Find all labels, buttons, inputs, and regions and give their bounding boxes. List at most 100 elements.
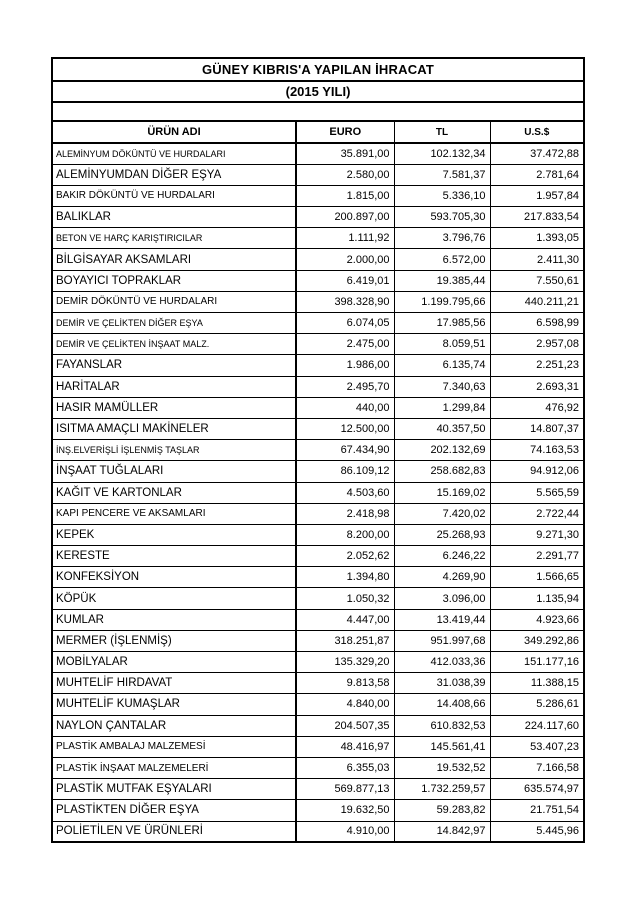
subtitle-row: (2015 YILI): [52, 81, 585, 103]
euro-value-cell: 19.632,50: [295, 799, 395, 822]
usd-value-cell: 9.271,30: [489, 523, 585, 547]
table-row: BETON VE HARÇ KARIŞTIRICILAR 1.111,92 3.79…: [51, 227, 585, 250]
usd-value-cell: 2.722,44: [489, 502, 585, 525]
export-table: GÜNEY KIBRIS'A YAPILAN İHRACAT (2015 YIL…: [51, 57, 586, 844]
product-name-cell: ISITMA AMAÇLI MAKİNELER: [51, 417, 297, 441]
usd-value-cell: 1.566,65: [489, 566, 585, 589]
product-name-cell: KERESTE: [51, 545, 297, 568]
product-name-cell: BOYAYICI TOPRAKLAR: [51, 269, 297, 292]
table-header-row: ÜRÜN ADI EURO TL U.S.$: [51, 120, 585, 144]
table-row: DEMİR VE ÇELİKTEN İNŞAAT MALZ. 2.475,00 8.…: [51, 333, 585, 356]
product-name-cell: POLİETİLEN VE ÜRÜNLERİ: [51, 820, 297, 843]
usd-value-cell: 1.135,94: [489, 587, 585, 610]
spacer-cell: [52, 102, 585, 122]
table-row: NAYLON ÇANTALAR 204.507,35 610.832,53 224.1…: [51, 714, 585, 737]
tl-value-cell: 1.732.259,57: [393, 778, 491, 801]
tl-value-cell: 3.796,76: [393, 227, 491, 250]
table-row: FAYANSLAR 1.986,00 6.135,74 2.251,23: [51, 354, 585, 377]
tl-value-cell: 951.997,68: [393, 629, 491, 653]
euro-value-cell: 35.891,00: [295, 142, 395, 165]
table-row: ALEMİNYUM DÖKÜNTÜ VE HURDALARI 35.891,00 1…: [51, 142, 585, 165]
euro-value-cell: 2.495,70: [295, 375, 395, 398]
usd-value-cell: 11.388,15: [489, 672, 585, 695]
euro-value-cell: 2.052,62: [295, 545, 395, 568]
table-row: MUHTELİF KUMAŞLAR 4.840,00 14.408,66 5.286,…: [51, 693, 585, 716]
product-name-cell: BİLGİSAYAR AKSAMLARI: [51, 248, 297, 271]
table-row: PLASTİK AMBALAJ MALZEMESİ 48.416,97 145.56…: [51, 735, 585, 758]
column-header-product: ÜRÜN ADI: [51, 120, 297, 144]
usd-value-cell: 14.807,37: [489, 417, 585, 441]
column-header-tl: TL: [393, 120, 491, 144]
tl-value-cell: 3.096,00: [393, 587, 491, 610]
euro-value-cell: 4.910,00: [295, 820, 395, 843]
table-body: ALEMİNYUM DÖKÜNTÜ VE HURDALARI 35.891,00 1…: [51, 142, 585, 843]
document-subtitle: (2015 YILI): [52, 81, 585, 103]
euro-value-cell: 1.050,32: [295, 587, 395, 610]
tl-value-cell: 40.357,50: [393, 417, 491, 441]
euro-value-cell: 4.503,60: [295, 481, 395, 504]
euro-value-cell: 86.109,12: [295, 460, 395, 483]
table-row: ALEMİNYUMDAN DİĞER EŞYA 2.580,00 7.581,37 2…: [51, 163, 585, 186]
euro-value-cell: 1.815,00: [295, 184, 395, 208]
tl-value-cell: 19.532,52: [393, 756, 491, 780]
euro-value-cell: 398.328,90: [295, 290, 395, 314]
table-row: POLİETİLEN VE ÜRÜNLERİ 4.910,00 14.842,97 5…: [51, 820, 585, 843]
product-name-cell: KAĞIT VE KARTONLAR: [51, 481, 297, 504]
usd-value-cell: 4.923,66: [489, 608, 585, 631]
table-head: GÜNEY KIBRIS'A YAPILAN İHRACAT (2015 YIL…: [51, 58, 585, 144]
table-row: PLASTİK MUTFAK EŞYALARI 569.877,13 1.732.2…: [51, 778, 585, 801]
product-name-cell: İNŞAAT TUĞLALARI: [51, 460, 297, 483]
product-name-cell: BALIKLAR: [51, 206, 297, 229]
tl-value-cell: 5.336,10: [393, 184, 491, 208]
product-name-cell: KONFEKSİYON: [51, 566, 297, 589]
euro-value-cell: 4.447,00: [295, 608, 395, 631]
product-name-cell: MUHTELİF HIRDAVAT: [51, 672, 297, 695]
euro-value-cell: 9.813,58: [295, 672, 395, 695]
usd-value-cell: 6.598,99: [489, 311, 585, 335]
product-name-cell: KUMLAR: [51, 608, 297, 631]
product-name-cell: MERMER (İŞLENMİŞ): [51, 629, 297, 653]
table-row: KAĞIT VE KARTONLAR 4.503,60 15.169,02 5.565…: [51, 481, 585, 504]
euro-value-cell: 8.200,00: [295, 523, 395, 547]
usd-value-cell: 53.407,23: [489, 735, 585, 758]
euro-value-cell: 2.000,00: [295, 248, 395, 271]
usd-value-cell: 7.166,58: [489, 756, 585, 780]
table-row: KAPI PENCERE VE AKSAMLARI 2.418,98 7.420,0…: [51, 502, 585, 525]
column-header-usd: U.S.$: [489, 120, 585, 144]
product-name-cell: NAYLON ÇANTALAR: [51, 714, 297, 737]
usd-value-cell: 476,92: [489, 396, 585, 419]
table-row: KÖPÜK 1.050,32 3.096,00 1.135,94: [51, 587, 585, 610]
tl-value-cell: 19.385,44: [393, 269, 491, 292]
usd-value-cell: 37.472,88: [489, 142, 585, 165]
tl-value-cell: 6.572,00: [393, 248, 491, 271]
table-row: DEMİR DÖKÜNTÜ VE HURDALARI 398.328,90 1.19…: [51, 290, 585, 314]
spacer-row: [52, 102, 585, 122]
usd-value-cell: 1.957,84: [489, 184, 585, 208]
table-row: HARİTALAR 2.495,70 7.340,63 2.693,31: [51, 375, 585, 398]
tl-value-cell: 145.561,41: [393, 735, 491, 758]
euro-value-cell: 204.507,35: [295, 714, 395, 737]
tl-value-cell: 1.199.795,66: [393, 290, 491, 314]
tl-value-cell: 202.132,69: [393, 439, 491, 462]
product-name-cell: MOBİLYALAR: [51, 650, 297, 674]
product-name-cell: BAKIR DÖKÜNTÜ VE HURDALARI: [51, 184, 297, 208]
table-row: BOYAYICI TOPRAKLAR 6.419,01 19.385,44 7.550…: [51, 269, 585, 292]
tl-value-cell: 25.268,93: [393, 523, 491, 547]
euro-value-cell: 12.500,00: [295, 417, 395, 441]
product-name-cell: PLASTİKTEN DİĞER EŞYA: [51, 799, 297, 822]
tl-value-cell: 8.059,51: [393, 333, 491, 356]
product-name-cell: PLASTİK MUTFAK EŞYALARI: [51, 778, 297, 801]
product-name-cell: KAPI PENCERE VE AKSAMLARI: [51, 502, 297, 525]
table-row: KUMLAR 4.447,00 13.419,44 4.923,66: [51, 608, 585, 631]
euro-value-cell: 2.418,98: [295, 502, 395, 525]
table-row: İNŞ.ELVERİŞLİ İŞLENMİŞ TAŞLAR 67.434,90 20…: [51, 439, 585, 462]
tl-value-cell: 412.033,36: [393, 650, 491, 674]
product-name-cell: DEMİR VE ÇELİKTEN İNŞAAT MALZ.: [51, 333, 297, 356]
product-name-cell: İNŞ.ELVERİŞLİ İŞLENMİŞ TAŞLAR: [51, 439, 297, 462]
usd-value-cell: 7.550,61: [489, 269, 585, 292]
tl-value-cell: 1.299,84: [393, 396, 491, 419]
euro-value-cell: 6.355,03: [295, 756, 395, 780]
table-row: KERESTE 2.052,62 6.246,22 2.291,77: [51, 545, 585, 568]
euro-value-cell: 48.416,97: [295, 735, 395, 758]
